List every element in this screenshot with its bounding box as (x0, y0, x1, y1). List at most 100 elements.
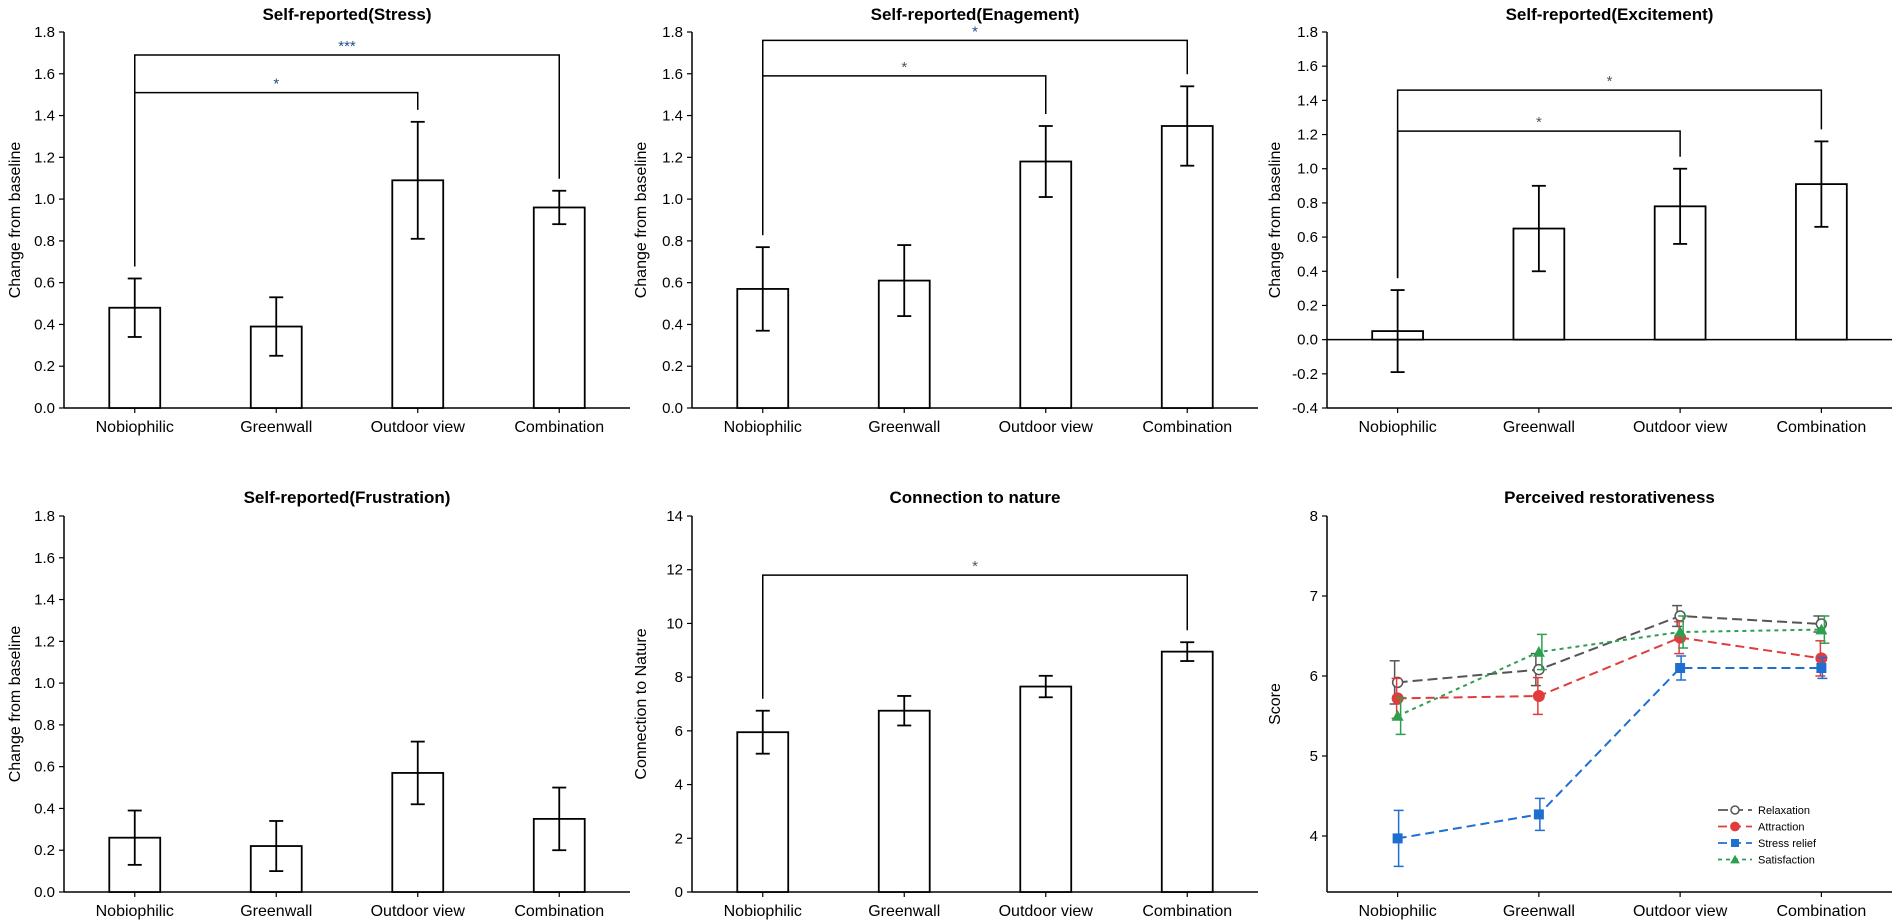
y-tick-label: 0.2 (662, 358, 683, 375)
y-tick-label: 0.2 (34, 358, 55, 375)
y-tick-label: -0.2 (1292, 366, 1318, 383)
y-tick-label: 6 (1310, 668, 1318, 685)
y-tick-label: 1.0 (662, 191, 683, 208)
bar (877, 709, 931, 893)
legend-marker (1731, 839, 1739, 847)
chart-panel-2: Self-reported(Enagement) Change from base… (633, 5, 1258, 436)
chart-panel-5: Connection to nature Connection to Nature… (633, 488, 1258, 920)
y-tick-label: 0.0 (662, 400, 683, 417)
x-tick-label: Outdoor view (1633, 419, 1728, 436)
y-tick-label: 1.4 (1297, 92, 1318, 109)
y-tick-label: 1.0 (34, 191, 55, 208)
x-tick-label: Outdoor view (999, 419, 1094, 436)
x-tick-label: Combination (1776, 419, 1866, 436)
x-tick-label: Outdoor view (371, 419, 466, 436)
significance-label: * (1607, 73, 1613, 90)
x-tick-label: Outdoor view (999, 903, 1094, 920)
y-tick-label: 1.2 (662, 149, 683, 166)
y-axis-label: Change from baseline (633, 142, 650, 299)
y-tick-label: 14 (666, 508, 683, 525)
y-tick-label: 12 (666, 562, 683, 579)
legend-marker (1730, 821, 1740, 832)
y-tick-label: 4 (675, 777, 683, 794)
y-tick-label: 1.8 (34, 508, 55, 525)
significance-bracket (134, 54, 560, 267)
significance-bracket (1396, 89, 1823, 279)
bar (736, 731, 790, 893)
significance-bracket (762, 39, 1188, 236)
x-tick-label: Combination (514, 419, 604, 436)
chart-title: Self-reported(Enagement) (871, 5, 1080, 24)
y-tick-label: 0.4 (662, 316, 683, 333)
bar (532, 206, 586, 409)
significance-label: *** (338, 38, 356, 55)
chart-panel-1: Self-reported(Stress) Change from baselin… (7, 5, 630, 436)
data-point (1532, 646, 1545, 657)
y-tick-label: 1.4 (34, 108, 55, 125)
significance-label: * (972, 23, 978, 40)
legend-label: Attraction (1758, 822, 1804, 834)
chart-title: Self-reported(Frustration) (244, 488, 451, 507)
y-axis-label: Change from baseline (1267, 142, 1284, 299)
legend-label: Satisfaction (1758, 855, 1815, 867)
y-axis-label: Change from baseline (7, 142, 24, 299)
series-line-satisfaction (1397, 628, 1822, 717)
y-tick-label: 0.0 (34, 884, 55, 901)
y-tick-label: 0.0 (34, 400, 55, 417)
series-line-stress-relief (1397, 667, 1822, 840)
y-tick-label: 0.8 (34, 717, 55, 734)
chart-panel-4: Self-reported(Frustration) Change from ba… (7, 488, 630, 920)
y-tick-label: 0.4 (1297, 263, 1318, 280)
x-tick-label: Combination (1776, 903, 1866, 920)
y-tick-label: 1.2 (34, 149, 55, 166)
y-tick-label: 1.2 (1297, 127, 1318, 144)
y-tick-label: 1.6 (1297, 58, 1318, 75)
series-line-attraction (1397, 636, 1822, 700)
y-tick-label: 0.6 (34, 759, 55, 776)
y-tick-label: 4 (1310, 828, 1318, 845)
x-tick-label: Nobiophilic (96, 903, 174, 920)
y-tick-label: 0 (675, 884, 683, 901)
y-tick-label: 0.6 (1297, 229, 1318, 246)
x-tick-label: Combination (1142, 419, 1232, 436)
y-tick-label: 0.4 (34, 800, 55, 817)
y-tick-label: 1.8 (34, 24, 55, 41)
bar (1019, 685, 1073, 893)
y-tick-label: 1.4 (662, 108, 683, 125)
x-tick-label: Combination (514, 903, 604, 920)
data-point (1815, 652, 1828, 665)
data-point (1815, 623, 1828, 635)
chart-title: Connection to nature (890, 488, 1061, 507)
y-tick-label: 1.4 (34, 592, 55, 609)
significance-label: * (972, 558, 978, 575)
y-tick-label: 0.0 (1297, 332, 1318, 349)
significance-label: * (1536, 114, 1542, 131)
significance-bracket (762, 75, 1047, 236)
y-tick-label: 1.8 (1297, 24, 1318, 41)
data-point (1675, 663, 1686, 673)
y-tick-label: 0.2 (1297, 297, 1318, 314)
x-tick-label: Nobiophilic (1358, 419, 1436, 436)
y-axis-label: Connection to Nature (633, 628, 650, 779)
y-tick-label: 6 (675, 723, 683, 740)
chart-title: Perceived restorativeness (1504, 488, 1715, 507)
data-point (1391, 710, 1404, 721)
legend-label: Stress relief (1758, 838, 1817, 850)
chart-panel-3: Self-reported(Excitement) Change from bas… (1267, 5, 1892, 436)
y-tick-label: 1.6 (34, 66, 55, 83)
bar (108, 306, 162, 409)
x-tick-label: Greenwall (240, 903, 312, 920)
data-point (1391, 692, 1404, 705)
legend-marker (1730, 805, 1740, 815)
chart-title: Self-reported(Stress) (262, 5, 431, 24)
x-tick-label: Greenwall (868, 419, 940, 436)
y-tick-label: 1.0 (34, 675, 55, 692)
y-tick-label: 8 (1310, 508, 1318, 525)
legend-marker (1730, 854, 1740, 864)
y-axis-label: Change from baseline (7, 626, 24, 783)
significance-bracket (762, 574, 1188, 699)
y-tick-label: 2 (675, 830, 683, 847)
y-tick-label: 0.6 (34, 275, 55, 292)
y-tick-label: 7 (1310, 588, 1318, 605)
